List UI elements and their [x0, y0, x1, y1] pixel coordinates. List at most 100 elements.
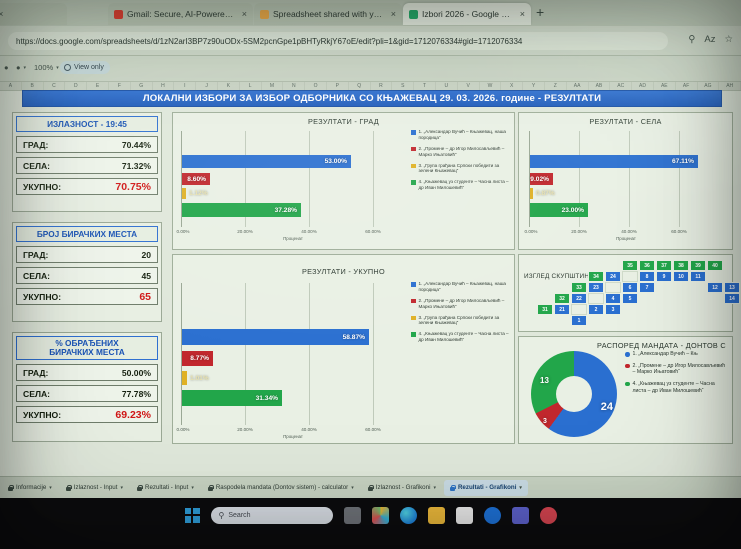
- row-label: СЕЛА:: [23, 388, 51, 399]
- copilot-icon[interactable]: [371, 506, 389, 524]
- column-header[interactable]: T: [414, 82, 436, 90]
- sheet-tab-rezultati-input[interactable]: Rezultati - Input ▾: [131, 480, 200, 496]
- column-header[interactable]: R: [371, 82, 393, 90]
- column-header[interactable]: AC: [610, 82, 633, 90]
- browser-tab-3-active[interactable]: Izbori 2026 - Google Sheets ×: [403, 3, 531, 25]
- column-header[interactable]: J: [196, 82, 218, 90]
- bar-value-label: 0.87%: [536, 190, 555, 197]
- column-header[interactable]: Y: [523, 82, 545, 90]
- spreadsheet-canvas[interactable]: A B C D E F G H I J K L M N O P Q R S T: [0, 82, 741, 476]
- task-view-icon[interactable]: [343, 506, 361, 524]
- column-header[interactable]: U: [436, 82, 458, 90]
- browser-tab-2[interactable]: Spreadsheet shared with you: "Izb ×: [254, 3, 402, 25]
- column-header[interactable]: A: [0, 82, 22, 90]
- sheet-tab-izlaznost-input[interactable]: Izlaznost - Input ▾: [60, 480, 129, 496]
- print-icon[interactable]: ● ▾: [16, 63, 27, 72]
- edge-icon[interactable]: [399, 506, 417, 524]
- seat-cell: 34: [588, 271, 604, 282]
- column-header[interactable]: F: [109, 82, 131, 90]
- column-header[interactable]: AF: [676, 82, 698, 90]
- legend-item: 1. „Александар Вучић – Књ: [625, 351, 729, 358]
- column-header[interactable]: V: [458, 82, 480, 90]
- close-icon[interactable]: ×: [0, 9, 4, 19]
- column-header[interactable]: O: [305, 82, 327, 90]
- chevron-down-icon[interactable]: ▾: [433, 484, 436, 491]
- browser-tab-0[interactable]: - Search ×: [0, 3, 67, 25]
- sheet-tab-izlaznost-grafikoni[interactable]: Izlaznost - Grafikoni ▾: [362, 480, 442, 496]
- column-header[interactable]: E: [87, 82, 109, 90]
- column-header[interactable]: B: [22, 82, 44, 90]
- x-tick: 40.00%: [621, 229, 637, 234]
- column-header[interactable]: AG: [698, 82, 720, 90]
- column-header[interactable]: L: [240, 82, 262, 90]
- seat-cell: 4: [605, 293, 621, 304]
- recording-icon[interactable]: [539, 506, 557, 524]
- taskbar-icon-group: ⚲ Search: [0, 498, 741, 532]
- chevron-down-icon[interactable]: ▾: [120, 484, 123, 491]
- teams-icon[interactable]: [511, 506, 529, 524]
- chevron-down-icon[interactable]: ▾: [351, 484, 354, 491]
- office-icon[interactable]: [483, 506, 501, 524]
- column-header[interactable]: AH: [719, 82, 741, 90]
- column-header[interactable]: AB: [589, 82, 611, 90]
- menu-icon[interactable]: ●: [4, 63, 9, 72]
- close-icon[interactable]: ×: [390, 9, 396, 19]
- bar-value-label: 8.77%: [190, 355, 209, 362]
- column-header[interactable]: C: [44, 82, 66, 90]
- column-header[interactable]: M: [262, 82, 284, 90]
- favorite-icon[interactable]: ☆: [724, 34, 733, 45]
- column-header[interactable]: AD: [632, 82, 654, 90]
- sheet-tab-raspodela-mandata[interactable]: Raspodela mandata (Dontov sistem) - calc…: [202, 480, 360, 496]
- sheet-tab-informacije[interactable]: Informacije ▾: [2, 480, 58, 496]
- store-icon[interactable]: [455, 506, 473, 524]
- legend-label: 4. „Књажевац уз студенте – Часна листа –…: [632, 380, 715, 394]
- column-header[interactable]: S: [392, 82, 415, 90]
- close-icon[interactable]: ×: [519, 9, 525, 19]
- column-header[interactable]: I: [174, 82, 197, 90]
- file-explorer-icon[interactable]: [427, 506, 445, 524]
- chart-izgled-skupstine[interactable]: ИЗГЛЕД СКУПШТИНЕ 31 21 32 22 33 23 34 24…: [518, 254, 740, 332]
- chevron-down-icon[interactable]: ▾: [49, 484, 52, 491]
- legend-swatch-icon: [411, 146, 416, 152]
- chart-legend: 1. „Александар Вучић – Књажевац, наша по…: [411, 129, 511, 196]
- row-label: СЕЛА:: [23, 270, 51, 281]
- column-header[interactable]: AA: [567, 82, 589, 90]
- column-header[interactable]: H: [153, 82, 175, 90]
- read-aloud-icon[interactable]: Aᴢ: [704, 34, 716, 45]
- column-header[interactable]: P: [327, 82, 349, 90]
- column-header[interactable]: N: [283, 82, 306, 90]
- start-icon[interactable]: [184, 507, 200, 523]
- column-header[interactable]: W: [480, 82, 502, 90]
- chart-rezultati-ukupno[interactable]: РЕЗУЛТАТИ - УКУПНО 58.87% 8.77% 1.01%: [172, 254, 515, 444]
- column-header[interactable]: X: [501, 82, 524, 90]
- url-input[interactable]: https://docs.google.com/spreadsheets/d/1…: [8, 32, 668, 50]
- column-header[interactable]: AE: [654, 82, 676, 90]
- chevron-down-icon[interactable]: ▾: [519, 484, 522, 491]
- column-header[interactable]: Q: [349, 82, 371, 90]
- browser-tab-1[interactable]: Gmail: Secure, AI-Powered Email f ×: [108, 3, 253, 25]
- chart-raspored-mandata[interactable]: РАСПОРЕД МАНДАТА - ДОНТОВ С 24 3 13 1. „…: [518, 336, 733, 444]
- taskbar-search-input[interactable]: ⚲ Search: [210, 506, 333, 524]
- bar-value-label: 9.02%: [530, 175, 549, 183]
- column-header[interactable]: G: [131, 82, 153, 90]
- column-header[interactable]: D: [65, 82, 88, 90]
- chart-rezultati-grad[interactable]: РЕЗУЛТАТИ - ГРАД 53.00% 8.60% 1.12%: [172, 112, 515, 250]
- bar-series-1: 58.87%: [182, 329, 369, 345]
- legend-item: 1. „Александар Вучић – Књажевац, наша по…: [411, 129, 511, 141]
- legend-label: 3. „Група грађана Српски победити за зел…: [418, 314, 500, 326]
- view-only-badge[interactable]: View only: [60, 61, 110, 74]
- column-header[interactable]: Z: [545, 82, 567, 90]
- zoom-level-selector[interactable]: 100% ▾: [34, 63, 59, 72]
- x-tick: 60.00%: [365, 427, 381, 432]
- legend-item: 1. „Александар Вучић – Књажевац, наша по…: [411, 281, 511, 293]
- new-tab-button[interactable]: +: [536, 4, 545, 20]
- chart-rezultati-sela[interactable]: РЕЗУЛТАТИ - СЕЛА 67.11% 9.02% 0.87%: [518, 112, 733, 250]
- zoom-icon[interactable]: ⚲: [688, 34, 696, 45]
- sheet-tab-rezultati-grafikoni[interactable]: Rezultati - Grafikoni ▾: [443, 479, 528, 496]
- chevron-down-icon[interactable]: ▾: [191, 484, 194, 491]
- legend-swatch-icon: [625, 352, 630, 357]
- close-icon[interactable]: ×: [241, 9, 247, 19]
- seat-cell: 33: [571, 282, 587, 293]
- column-header[interactable]: K: [218, 82, 240, 90]
- plot-area: 67.11% 9.02% 0.87% 23.00% 0.00% 20.00% 4: [524, 131, 724, 241]
